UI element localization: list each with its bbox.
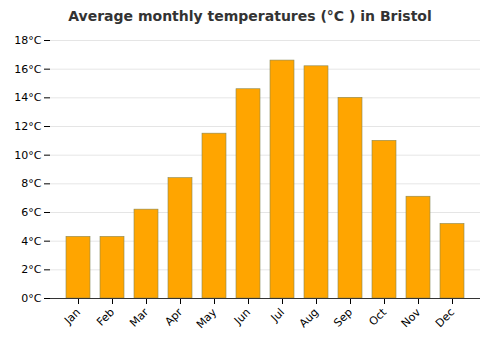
svg-text:18°C: 18°C <box>14 34 41 47</box>
svg-text:Mar: Mar <box>127 305 151 329</box>
svg-text:Jan: Jan <box>61 306 83 328</box>
svg-text:16°C: 16°C <box>14 63 41 76</box>
svg-text:Feb: Feb <box>94 306 117 329</box>
svg-text:2°C: 2°C <box>21 263 41 276</box>
svg-text:14°C: 14°C <box>14 91 41 104</box>
svg-text:May: May <box>194 305 220 331</box>
svg-text:4°C: 4°C <box>21 235 41 248</box>
svg-text:12°C: 12°C <box>14 120 41 133</box>
svg-text:Sep: Sep <box>331 306 355 330</box>
svg-text:Jul: Jul <box>268 306 287 325</box>
svg-text:6°C: 6°C <box>21 206 41 219</box>
svg-text:8°C: 8°C <box>21 177 41 190</box>
svg-text:Jun: Jun <box>231 306 253 328</box>
svg-text:10°C: 10°C <box>14 149 41 162</box>
svg-text:Nov: Nov <box>399 305 424 330</box>
svg-text:Apr: Apr <box>162 305 185 328</box>
svg-text:0°C: 0°C <box>21 292 41 305</box>
svg-text:Aug: Aug <box>297 306 321 330</box>
svg-text:Dec: Dec <box>433 306 457 330</box>
html-text:Average monthly temperatures (: Average monthly temperatures (°C ) in Br… <box>68 8 432 24</box>
svg-text:Oct: Oct <box>366 305 389 328</box>
